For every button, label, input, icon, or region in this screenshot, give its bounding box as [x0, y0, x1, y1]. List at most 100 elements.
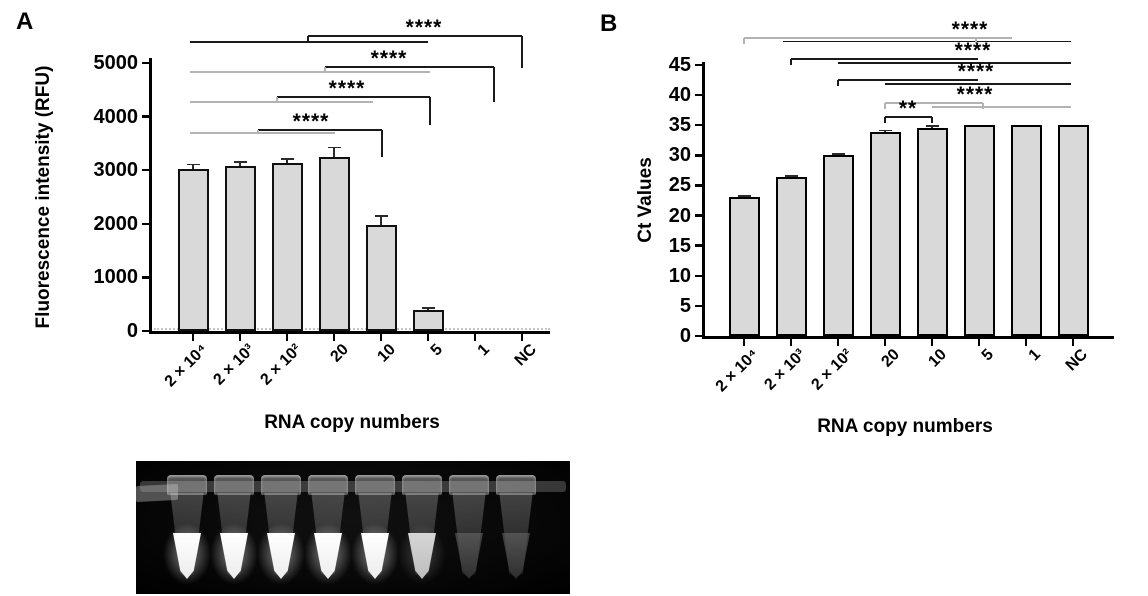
- significance-bracket-line: [885, 83, 1071, 85]
- x-tick-mark: [332, 334, 336, 341]
- y-tick-label: 20: [668, 204, 691, 227]
- x-tick-mark: [883, 339, 887, 346]
- error-bar-cap: [737, 195, 751, 197]
- bar: [412, 310, 444, 331]
- y-tick-label: 2000: [93, 212, 139, 235]
- y-tick-mark: [695, 244, 703, 247]
- y-axis-line: [702, 62, 705, 339]
- tube-cap: [496, 475, 536, 495]
- panel-a-x-axis-title: RNA copy numbers: [264, 412, 440, 433]
- significance-bracket-line: [190, 71, 430, 73]
- y-tick-mark: [142, 61, 150, 65]
- error-bar-cap: [925, 125, 939, 127]
- error-bar-cap: [233, 161, 247, 163]
- error-bar-line: [380, 215, 382, 226]
- y-tick-mark: [142, 222, 150, 226]
- error-bar-cap: [374, 215, 388, 217]
- significance-stars: ****: [328, 77, 366, 100]
- bar: [775, 177, 807, 336]
- tube-strip-connector: [140, 481, 566, 492]
- bar: [916, 127, 948, 336]
- error-bar-line: [192, 164, 194, 170]
- significance-stars: ****: [370, 47, 408, 70]
- y-tick-mark: [695, 63, 703, 67]
- x-tick-mark: [379, 334, 383, 341]
- x-tick-mark: [238, 334, 242, 341]
- tube-cap: [308, 475, 348, 495]
- significance-bracket-line: [308, 35, 522, 37]
- y-tick-label: 4000: [93, 105, 139, 128]
- error-bar-cap: [421, 307, 435, 309]
- y-tick-mark: [695, 214, 703, 217]
- error-bar-line: [427, 308, 429, 311]
- significance-bracket-line: [743, 38, 745, 44]
- tube-cap: [402, 475, 442, 495]
- tube-cap: [261, 475, 301, 495]
- y-tick-label: 10: [668, 264, 691, 287]
- x-tick-mark: [1071, 339, 1075, 346]
- bar: [271, 163, 303, 331]
- significance-bracket-line: [190, 41, 428, 43]
- tube-liquid: [455, 533, 483, 579]
- y-tick-mark: [695, 334, 703, 338]
- significance-bracket-line: [982, 103, 984, 109]
- panel-b-x-axis-title: RNA copy numbers: [817, 416, 993, 437]
- significance-bracket-line: [429, 97, 431, 125]
- y-tick-label: 45: [668, 54, 691, 76]
- error-bar-line: [333, 147, 335, 158]
- y-tick-mark: [695, 93, 703, 97]
- x-tick-mark: [285, 334, 289, 341]
- error-bar-line: [931, 126, 933, 128]
- x-tick-mark: [977, 339, 981, 346]
- x-tick-label: NC: [1062, 346, 1092, 375]
- bar: [963, 125, 995, 336]
- x-tick-mark: [789, 339, 793, 346]
- bar: [728, 197, 760, 336]
- x-tick-mark: [191, 334, 195, 341]
- significance-bracket-line: [885, 116, 932, 118]
- significance-bracket-line: [790, 59, 792, 65]
- panel-b-label: B: [600, 10, 618, 37]
- significance-bracket-line: [884, 117, 886, 123]
- bar: [1010, 125, 1042, 336]
- bar: [177, 169, 209, 331]
- significance-bracket-line: [838, 79, 978, 81]
- x-tick-mark: [742, 339, 746, 346]
- panel-b-y-axis-title: Ct Values: [635, 157, 656, 243]
- significance-bracket-line: [783, 40, 1071, 43]
- y-tick-label: 25: [668, 174, 691, 197]
- error-bar-line: [286, 159, 288, 164]
- y-tick-label: 1000: [93, 266, 139, 289]
- tube-cap: [355, 475, 395, 495]
- panel-a-label: A: [16, 8, 34, 35]
- significance-bracket-line: [521, 36, 523, 68]
- x-axis-line: [702, 336, 1114, 339]
- x-tick-mark: [426, 334, 430, 341]
- y-tick-mark: [695, 154, 703, 157]
- y-tick-label: 5: [679, 294, 691, 317]
- significance-bracket-line: [493, 67, 495, 102]
- x-tick-label: NC: [511, 341, 541, 370]
- y-tick-label: 3000: [93, 159, 139, 182]
- error-bar-cap: [784, 175, 798, 177]
- significance-bracket-line: [884, 103, 886, 109]
- significance-bracket-line: [885, 102, 983, 104]
- x-axis-line: [149, 331, 550, 334]
- x-tick-mark: [930, 339, 934, 346]
- y-tick-mark: [142, 168, 150, 172]
- significance-bracket-line: [837, 80, 839, 86]
- error-bar-line: [239, 161, 241, 167]
- tube-cap: [167, 475, 207, 495]
- x-tick-mark: [836, 339, 840, 346]
- significance-stars: ****: [957, 60, 995, 83]
- tube-liquid: [502, 533, 530, 579]
- error-bar-line: [743, 195, 745, 198]
- significance-stars: ****: [292, 110, 330, 133]
- tube-cap: [449, 475, 489, 495]
- bar: [224, 166, 256, 331]
- significance-bracket-line: [931, 117, 933, 123]
- significance-bracket-line: [932, 106, 1071, 108]
- y-axis-line: [149, 58, 152, 334]
- bar: [822, 155, 854, 336]
- panel-a-y-axis-title: Fluorescence intensity (RFU): [33, 65, 54, 329]
